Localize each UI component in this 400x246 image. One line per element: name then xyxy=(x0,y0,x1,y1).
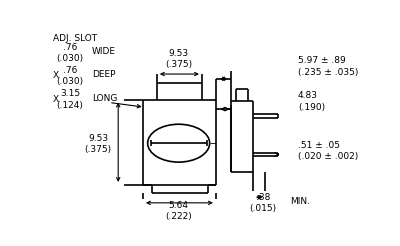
Text: WIDE: WIDE xyxy=(92,47,116,56)
Text: 5.97 ± .89
(.235 ± .035): 5.97 ± .89 (.235 ± .035) xyxy=(298,56,358,77)
Text: 9.53
(.375): 9.53 (.375) xyxy=(165,49,192,69)
Text: ADJ. SLOT: ADJ. SLOT xyxy=(53,33,97,43)
Text: DEEP: DEEP xyxy=(92,70,115,79)
Text: 9.53
(.375): 9.53 (.375) xyxy=(84,134,112,154)
Text: .38
(.015): .38 (.015) xyxy=(250,193,277,214)
Text: .51 ± .05
(.020 ± .002): .51 ± .05 (.020 ± .002) xyxy=(298,140,358,161)
Text: 4.83
(.190): 4.83 (.190) xyxy=(298,91,325,112)
Text: X: X xyxy=(53,71,59,80)
Text: LONG: LONG xyxy=(92,93,117,103)
Text: 5.64
(.222): 5.64 (.222) xyxy=(165,201,192,221)
Text: .76
(.030): .76 (.030) xyxy=(56,43,84,63)
Text: MIN.: MIN. xyxy=(290,197,310,206)
Text: .76
(.030): .76 (.030) xyxy=(56,66,84,86)
Text: 3.15
(.124): 3.15 (.124) xyxy=(57,89,84,110)
Text: X: X xyxy=(53,95,59,104)
